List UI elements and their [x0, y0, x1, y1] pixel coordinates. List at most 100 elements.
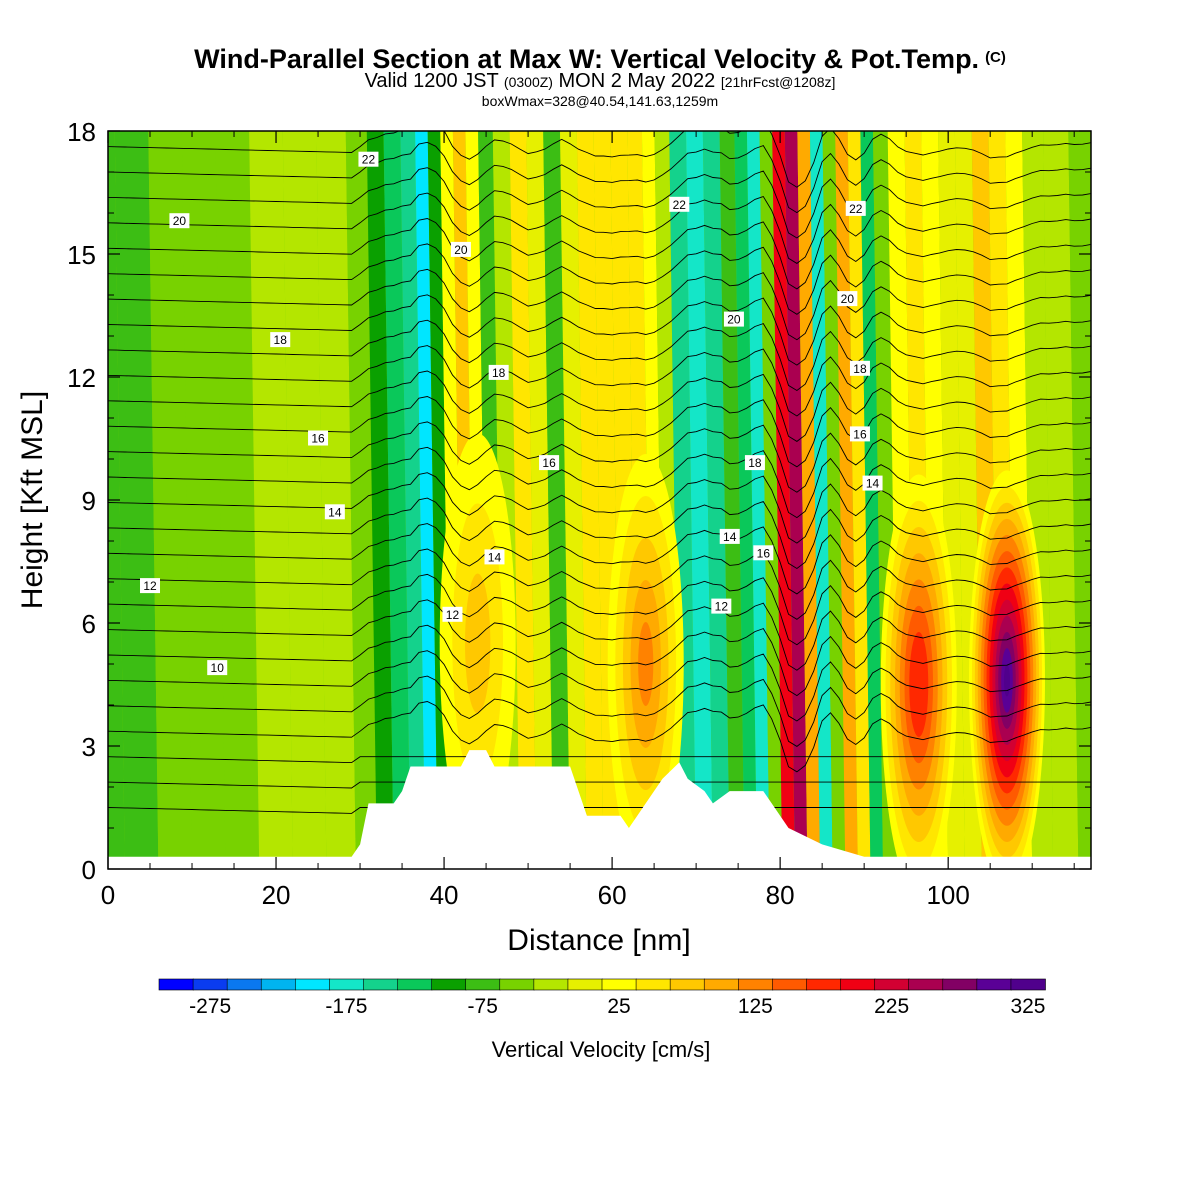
theta-label-text: 14 [488, 550, 502, 564]
colorbar-tick-label: -175 [325, 995, 367, 1018]
colorbar-swatch [635, 978, 671, 991]
updraft-contour [465, 573, 491, 714]
isentrope-line [108, 781, 1091, 789]
theta-label: 20 [169, 213, 190, 229]
copyright-mark: (C) [985, 49, 1006, 66]
velocity-column [215, 131, 260, 869]
colorbar-tick-label: 25 [607, 995, 630, 1018]
box-info: boxWmax=328@40.54,141.63,1259m [481, 93, 719, 109]
theta-label-box [845, 200, 866, 216]
x-tick-label: 0 [101, 880, 115, 910]
velocity-column [526, 131, 554, 869]
velocity-column [400, 131, 426, 869]
velocity-column [366, 131, 394, 869]
y-tick-label: 18 [67, 117, 96, 147]
theta-label-box [837, 291, 858, 307]
velocity-column [797, 131, 821, 869]
theta-label-box [539, 455, 560, 471]
velocity-column [809, 131, 833, 869]
velocity-column [822, 131, 846, 869]
theta-label-text: 12 [446, 608, 460, 622]
velocity-column [686, 131, 713, 869]
colorbar-swatch [908, 978, 944, 991]
colorbar-swatch [431, 978, 467, 991]
valid-prefix: Valid 1200 JST [364, 70, 499, 92]
theta-label: 20 [837, 291, 858, 307]
theta-label-text: 18 [748, 456, 762, 470]
y-tick-label: 15 [67, 240, 96, 270]
theta-label-text: 16 [542, 456, 556, 470]
theta-label-text: 14 [866, 477, 880, 491]
theta-labels: 22 20 20 18 18 16 16 14 14 12 12 12 10 22 20 18 14 16 22 20… [140, 151, 883, 676]
theta-label-text: 14 [328, 505, 342, 519]
theta-label-text: 16 [853, 427, 867, 441]
isentrope-line [108, 319, 1091, 392]
colorbar-tick-label: 225 [874, 995, 909, 1018]
isentrope-line [108, 446, 1091, 519]
theta-label: 22 [845, 200, 866, 216]
updraft-contour [1003, 664, 1010, 697]
chart-title: Wind-Parallel Section at Max W: Vertical… [0, 44, 1200, 75]
theta-label: 22 [358, 151, 379, 167]
theta-label-text: 20 [454, 243, 468, 257]
colorbar-swatch [976, 978, 1012, 991]
isentrope-line [108, 548, 1091, 620]
theta-label-text: 18 [274, 333, 288, 347]
isentrope-line [108, 675, 1091, 747]
colorbar-swatch [669, 978, 706, 991]
theta-label-text: 22 [362, 153, 376, 167]
theta-label-box [324, 504, 345, 520]
theta-label: 18 [744, 455, 765, 471]
updraft-core [880, 474, 957, 869]
isentrope-line [108, 294, 1091, 366]
theta-label: 16 [849, 426, 870, 442]
theta-label-box [723, 311, 744, 327]
colorbar-swatch [772, 978, 808, 991]
theta-label-text: 22 [849, 202, 863, 216]
updraft-contour [914, 658, 924, 711]
y-tick-label: 3 [82, 732, 96, 762]
theta-label-box [450, 241, 471, 257]
theta-label: 18 [488, 364, 509, 380]
colorbar-swatch [840, 978, 876, 991]
velocity-column [543, 131, 571, 869]
colorbar-swatch [533, 978, 569, 991]
theta-label-text: 20 [173, 214, 187, 228]
theta-label-box [753, 545, 774, 561]
colorbar-swatch [703, 978, 740, 991]
colorbar-swatch [295, 978, 331, 991]
theta-label: 16 [308, 430, 329, 446]
updraft-core [607, 454, 684, 869]
axes: 0 20 40 60 80 100 0 3 6 9 12 15 18 [67, 117, 1091, 910]
theta-label-box [744, 455, 765, 471]
theta-label-box [140, 578, 161, 594]
theta-label-box [849, 360, 870, 376]
forecast-info: [21hrFcst@1208z] [720, 74, 836, 90]
isentrope-line [108, 370, 1091, 442]
velocity-column [415, 131, 438, 869]
velocity-column [509, 131, 537, 869]
isentrope-line [108, 701, 1091, 773]
theta-label-box [669, 196, 690, 212]
isentrope-line [108, 167, 1091, 239]
velocity-column [702, 131, 730, 869]
theta-label: 16 [539, 455, 560, 471]
isentrope-line [108, 599, 1091, 671]
colorbar-swatch [465, 978, 501, 991]
colorbar: -275 -175 -75 25 125 225 325 [158, 978, 1046, 1018]
x-tick-label: 100 [926, 880, 969, 910]
theta-label-box [488, 364, 509, 380]
isentrope-line [108, 497, 1091, 570]
isentrope-line [108, 472, 1091, 544]
isentrope-line [108, 345, 1091, 417]
theta-label-text: 12 [715, 600, 729, 614]
terrain [108, 750, 1091, 869]
theta-label: 12 [140, 578, 161, 594]
velocity-column [772, 131, 795, 869]
theta-label-box [358, 151, 379, 167]
theta-label-box [442, 606, 463, 622]
colorbar-tick-label: -75 [468, 995, 498, 1018]
theta-label-box [308, 430, 329, 446]
colorbar-swatch [874, 978, 910, 991]
theta-label-box [849, 426, 870, 442]
